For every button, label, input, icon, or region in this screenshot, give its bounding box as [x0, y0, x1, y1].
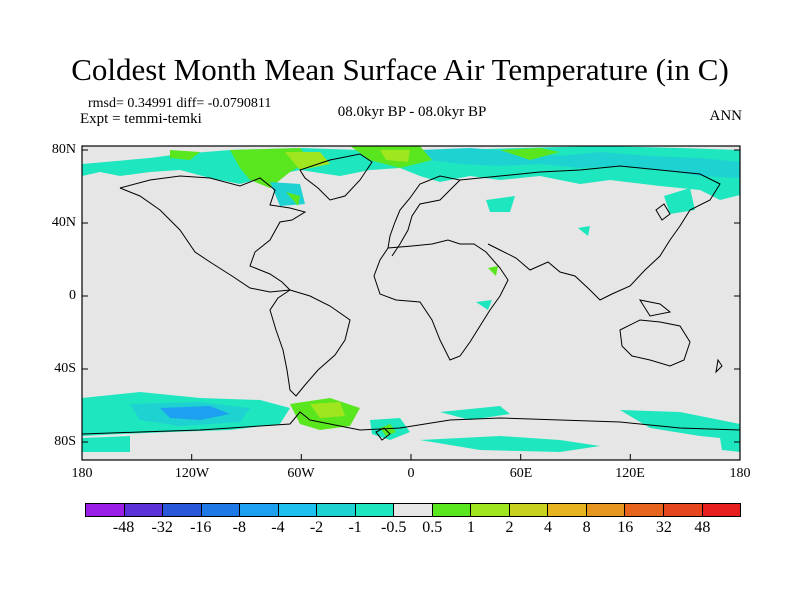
- lon-tick-180-left: 180: [71, 466, 93, 481]
- legend-box: [432, 504, 472, 516]
- legend-box: [317, 504, 356, 516]
- legend-box: [586, 504, 626, 516]
- legend-label: -32: [151, 519, 173, 536]
- experiment-label: Expt = temmi-temki: [80, 111, 202, 127]
- legend-label: -0.5: [381, 519, 407, 536]
- legend-box: [548, 504, 587, 516]
- legend-label: 1: [466, 519, 475, 536]
- legend-box: [625, 504, 664, 516]
- legend-box: [278, 504, 318, 516]
- lon-tick-120e: 120E: [615, 466, 645, 481]
- legend-box: [124, 504, 164, 516]
- legend-box: [240, 504, 279, 516]
- lon-tick-180-right: 180: [729, 466, 751, 481]
- legend-box: [702, 504, 741, 516]
- africa-coast: [373, 239, 509, 361]
- color-legend: [85, 503, 741, 517]
- legend-box: [509, 504, 549, 516]
- legend-label: -2: [309, 519, 324, 536]
- legend-label: -4: [271, 519, 285, 536]
- lon-tick-0: 0: [407, 466, 415, 481]
- lat-tick-80n: 80N: [51, 142, 76, 157]
- south-america-coast: [269, 289, 351, 397]
- legend-label: -1: [348, 519, 362, 536]
- lon-tick-60w: 60W: [287, 466, 315, 481]
- coastlines: [81, 153, 741, 441]
- legend-label: 4: [544, 519, 553, 536]
- lon-tick-120w: 120W: [174, 466, 210, 481]
- lon-tick-60e: 60E: [509, 466, 533, 481]
- legend-box: [201, 504, 241, 516]
- legend-box: [163, 504, 202, 516]
- lat-tick-0: 0: [69, 288, 76, 303]
- north-america-coast: [119, 175, 307, 291]
- legend-box: [471, 504, 510, 516]
- asia-coast: [459, 165, 721, 301]
- legend-label: 32: [655, 519, 672, 536]
- antarctic-anomaly-region: [82, 392, 740, 452]
- legend-box: [86, 504, 125, 516]
- lat-tick-40s: 40S: [54, 361, 76, 376]
- period-label: 08.0kyr BP - 08.0kyr BP: [337, 104, 487, 120]
- legend-label: 8: [582, 519, 591, 536]
- greenland-coast: [299, 153, 373, 201]
- antarctica-coast: [81, 411, 741, 435]
- lat-tick-80s: 80S: [54, 434, 76, 449]
- tick-marks: [81, 149, 741, 460]
- season-label: ANN: [709, 108, 743, 124]
- australia-coast: [619, 319, 691, 367]
- stats-text: rmsd= 0.34991 diff= -0.0790811: [88, 96, 272, 111]
- legend-box: [394, 504, 433, 516]
- legend-box: [355, 504, 395, 516]
- lat-tick-40n: 40N: [51, 215, 76, 230]
- legend-label: 16: [617, 519, 634, 536]
- legend-label: 0.5: [422, 519, 443, 536]
- map-title: Coldest Month Mean Surface Air Temperatu…: [71, 52, 729, 87]
- legend-label: 48: [694, 519, 711, 536]
- arctic-anomaly-region: [82, 146, 740, 310]
- legend-label: -8: [232, 519, 246, 536]
- legend-label: 2: [505, 519, 514, 536]
- legend-box: [663, 504, 703, 516]
- legend-label: -48: [112, 519, 135, 536]
- legend-label: -16: [190, 519, 212, 536]
